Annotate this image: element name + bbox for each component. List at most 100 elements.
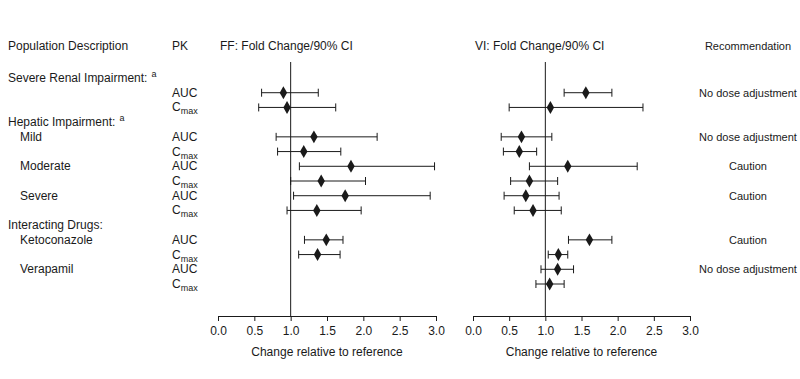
tick: 0.5 [501,316,518,338]
point [526,175,533,188]
error-bar [278,151,341,152]
panel: VI: Fold Change/90% CI0.00.51.01.52.02.5… [465,39,699,359]
error-bar [529,166,637,167]
tick-label: 2.5 [646,324,663,338]
recommendation: No dose adjustment [699,263,797,275]
error-cap [304,236,305,244]
estimate [501,130,552,143]
pk-label: AUC [172,130,198,144]
pk-label: Cmax [172,248,198,264]
error-cap [340,251,341,259]
tick: 0.0 [210,316,227,338]
tick-mark [654,316,655,321]
error-cap [261,89,262,97]
error-cap [510,177,511,185]
error-bar [504,195,559,196]
population-label: Mild [20,130,42,144]
tick-label: 1.5 [574,324,591,338]
tick-label: 1.5 [319,324,336,338]
tick-mark [582,316,583,321]
error-cap [564,89,565,97]
point [283,101,290,114]
error-bar [291,181,366,182]
tick-mark [473,316,474,321]
tick-mark [545,316,546,321]
x-axis: 0.00.51.01.52.02.53.0 [465,316,699,338]
estimate [291,175,366,188]
error-cap [342,236,343,244]
reference-line [290,62,291,316]
error-cap [529,162,530,170]
error-bar [294,195,431,196]
tick-label: 2.5 [392,324,409,338]
point [313,204,320,217]
error-cap [276,133,277,141]
point [310,130,317,143]
error-cap [568,236,569,244]
error-cap [611,89,612,97]
estimate [541,263,574,276]
tick: 2.0 [355,316,372,338]
error-cap [573,265,574,273]
error-cap [501,133,502,141]
error-bar [287,210,361,211]
tick-mark [509,316,510,321]
footnote-marker: a [151,69,156,79]
axis-title: Change relative to reference [251,345,403,359]
error-cap [258,103,259,111]
point [280,86,287,99]
tick: 1.0 [537,316,554,338]
chart: Population DescriptionPKRecommendationSe… [0,0,800,379]
tick-label: 0.0 [465,324,482,338]
error-cap [299,162,300,170]
error-bar [259,107,336,108]
error-cap [293,192,294,200]
tick: 1.0 [283,316,300,338]
estimate [509,101,643,114]
error-cap [611,236,612,244]
point [564,160,571,173]
point [516,145,523,158]
point [547,101,554,114]
tick: 1.5 [319,316,336,338]
population-label: Hepatic Impairment: [8,115,115,129]
population-label: Ketoconazole [20,233,93,247]
error-cap [540,265,541,273]
error-cap [548,251,549,259]
error-cap [340,148,341,156]
pk-label: AUC [172,159,198,173]
error-cap [567,251,568,259]
error-cap [318,89,319,97]
error-cap [290,177,291,185]
error-cap [535,280,536,288]
error-cap [277,148,278,156]
recommendation: Caution [729,234,767,246]
point [582,86,589,99]
row-labels: Severe Renal Impairment:aAUCNo dose adju… [8,69,797,293]
axis-line [219,317,437,322]
column-title: PK [172,39,188,53]
estimate [276,130,377,143]
recommendation: Caution [729,160,767,172]
population-label: Interacting Drugs: [8,218,103,232]
pk-label: Cmax [172,145,198,161]
column-title: Recommendation [705,40,791,52]
panel-title: VI: Fold Change/90% CI [475,39,604,53]
point [546,278,553,291]
recommendation: No dose adjustment [699,131,797,143]
error-bar [299,166,434,167]
population-label: Moderate [20,159,71,173]
point [522,189,529,202]
axis-title: Change relative to reference [506,345,658,359]
tick-mark [436,316,437,321]
population-label: Verapamil [20,262,73,276]
estimate [568,233,611,246]
estimate [299,160,434,173]
tick-mark [363,316,364,321]
tick-label: 0.5 [501,324,518,338]
tick-label: 0.0 [210,324,227,338]
tick-mark [690,316,691,321]
estimate [294,189,431,202]
estimate [259,101,336,114]
point [323,233,330,246]
